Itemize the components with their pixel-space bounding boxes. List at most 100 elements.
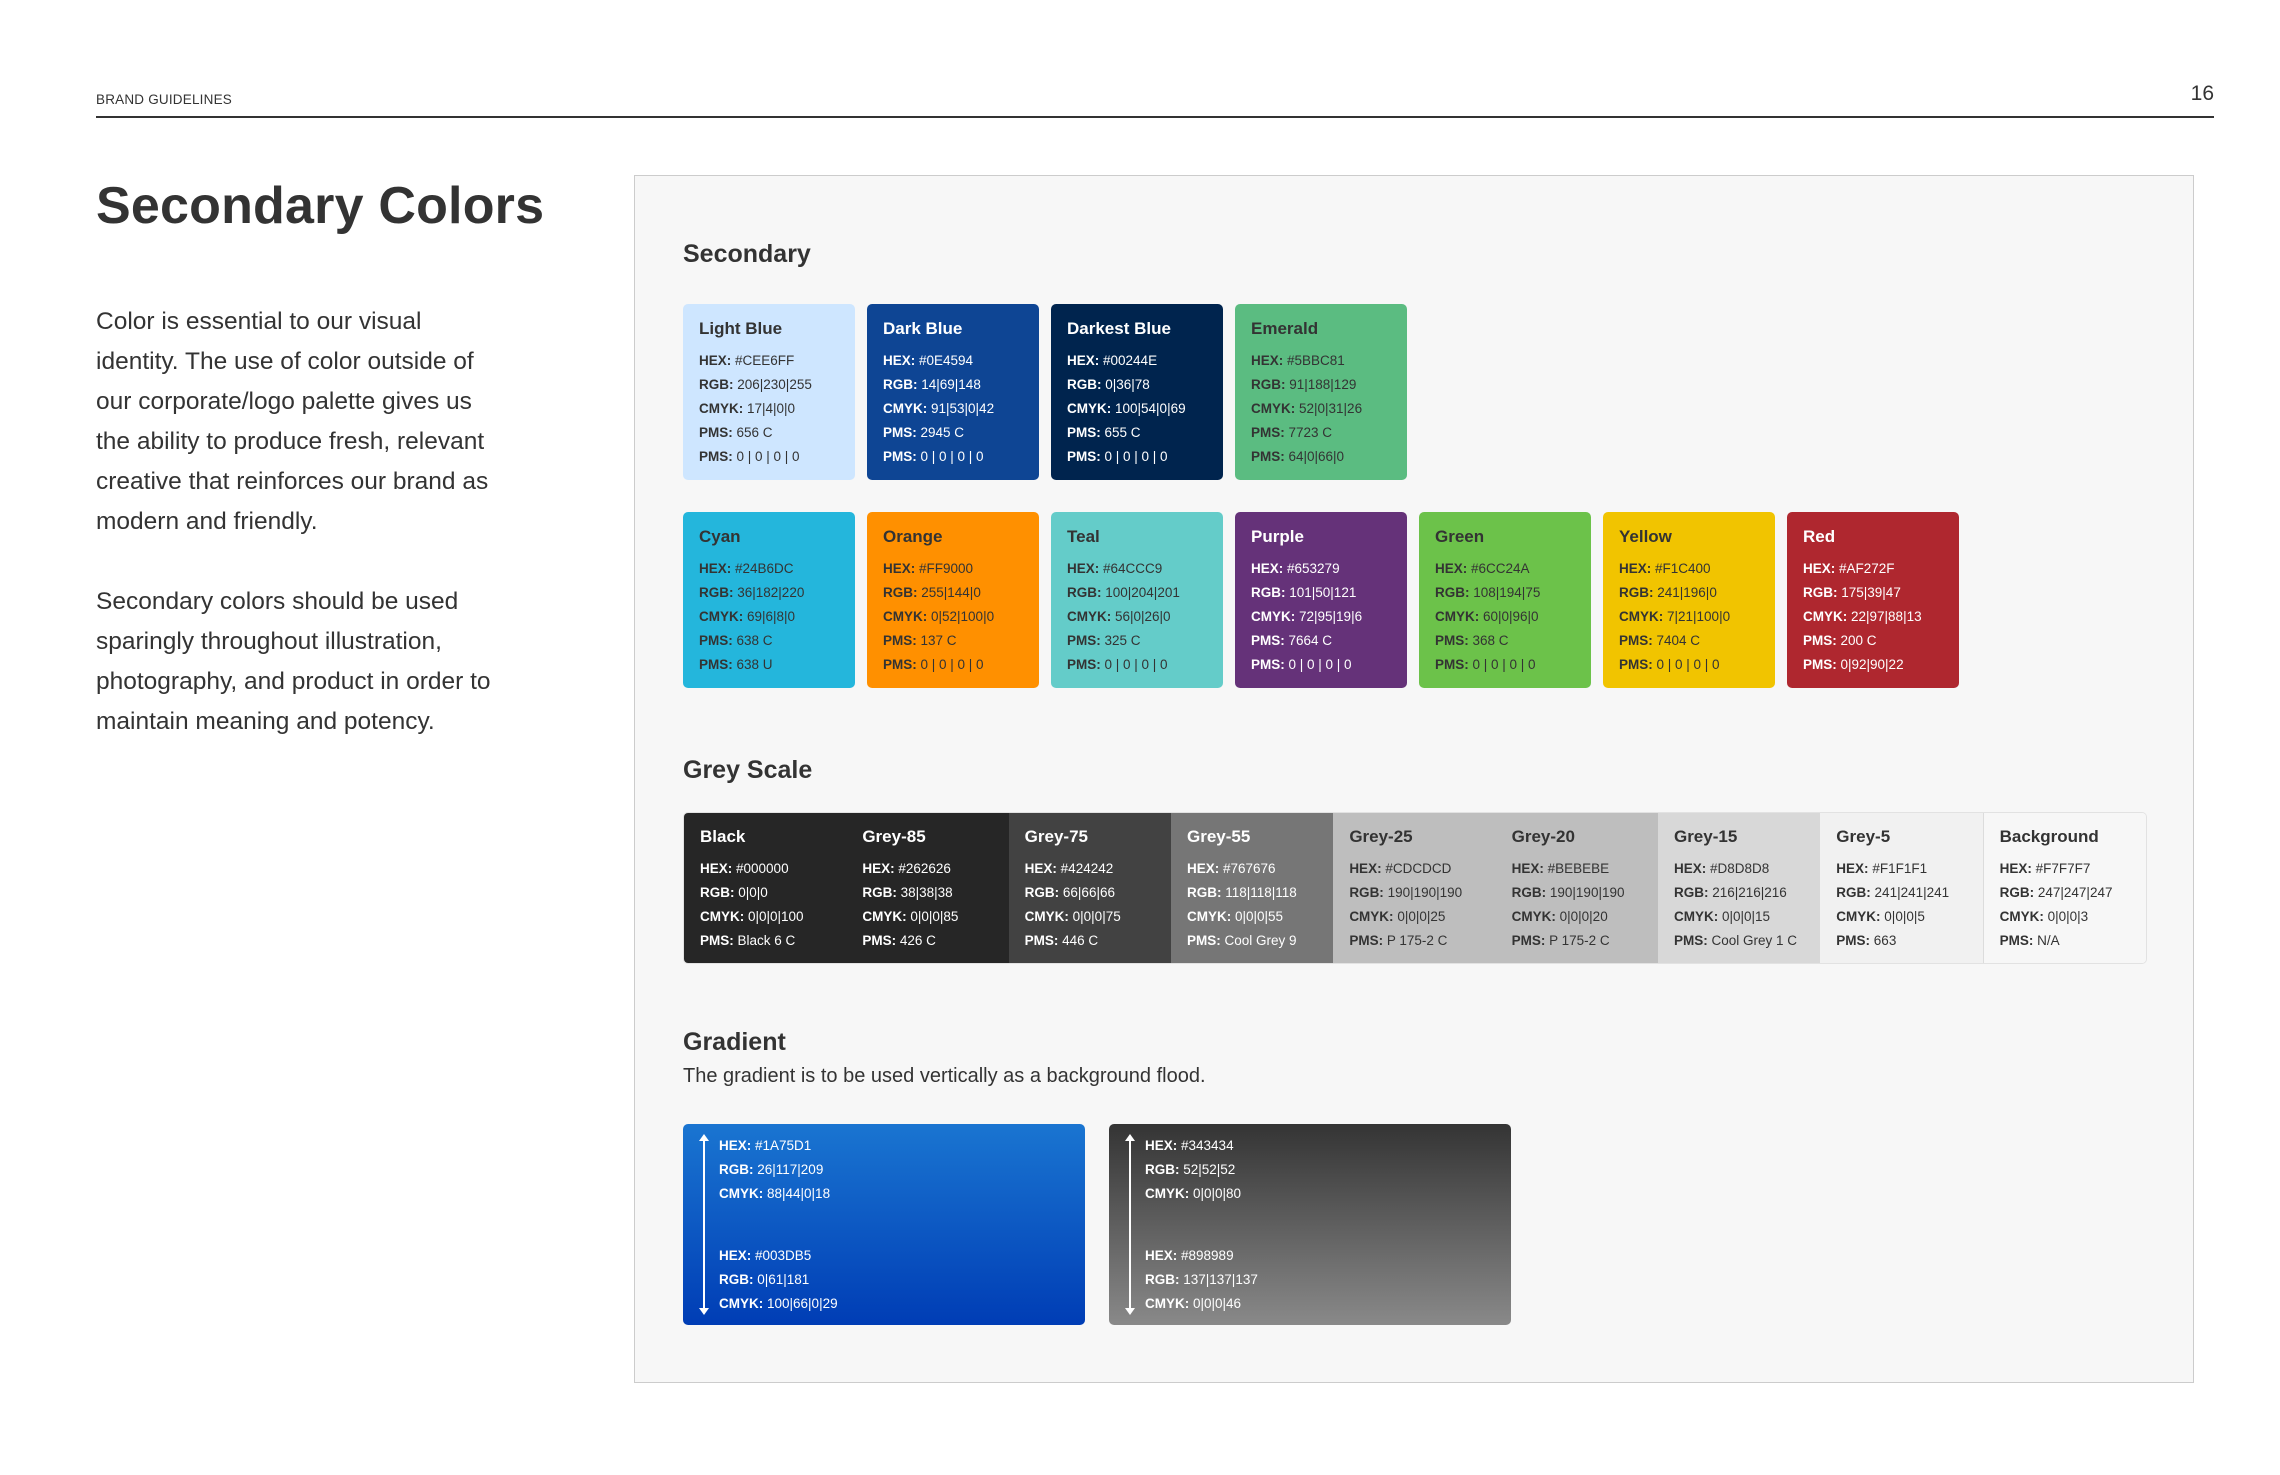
- color-swatch-green: Green HEX: #6CC24A RGB: 108|194|75 CMYK: 60…: [1419, 512, 1591, 688]
- spec-value: 2945 C: [916, 425, 965, 440]
- spec-value: 137 C: [916, 633, 957, 648]
- pms-secondary-value: PMS: 64|0|66|0: [1251, 445, 1391, 469]
- hex-value: HEX: #898989: [1145, 1244, 1258, 1268]
- color-swatch-dark-blue: Dark Blue HEX: #0E4594 RGB: 14|69|148 CMYK:…: [867, 304, 1039, 480]
- pms-secondary-value: PMS: 0|92|90|22: [1803, 653, 1943, 677]
- color-panel: Secondary Light Blue HEX: #CEE6FF RGB: 206…: [634, 175, 2194, 1383]
- spec-label: HEX:: [1145, 1248, 1178, 1263]
- spec-value: 72|95|19|6: [1295, 609, 1363, 624]
- spec-label: PMS:: [1251, 425, 1285, 440]
- rgb-value: RGB: 190|190|190: [1512, 881, 1642, 905]
- spec-label: PMS:: [699, 633, 733, 648]
- color-swatch-purple: Purple HEX: #653279 RGB: 101|50|121 CMYK: 7…: [1235, 512, 1407, 688]
- spec-value: 17|4|0|0: [743, 401, 796, 416]
- spec-value: 52|52|52: [1179, 1162, 1236, 1177]
- spec-label: CMYK:: [719, 1186, 764, 1201]
- spec-label: RGB:: [1511, 885, 1547, 900]
- spec-label: PMS:: [1511, 933, 1546, 948]
- spec-value: #F7F7F7: [2031, 861, 2091, 876]
- spec-label: CMYK:: [1999, 909, 2044, 924]
- spec-label: RGB:: [1836, 885, 1871, 900]
- pms-secondary-value: PMS: 0 | 0 | 0 | 0: [1435, 653, 1575, 677]
- cmyk-value: CMYK: 60|0|96|0: [1435, 605, 1575, 629]
- pms-value: PMS: Black 6 C: [700, 929, 830, 953]
- spec-value: 0|0|0|20: [1555, 909, 1608, 924]
- spec-label: RGB:: [883, 377, 918, 392]
- swatch-name: Grey-25: [1349, 827, 1413, 846]
- spec-label: RGB:: [1145, 1272, 1180, 1287]
- spec-value: #424242: [1056, 861, 1114, 876]
- cmyk-value: CMYK: 88|44|0|18: [719, 1182, 830, 1206]
- pms-value: PMS: 7723 C: [1251, 421, 1391, 445]
- spec-label: PMS:: [1999, 933, 2034, 948]
- gradient-subtitle: The gradient is to be used vertically as…: [683, 1065, 1206, 1087]
- spec-value: #767676: [1219, 861, 1276, 876]
- spec-label: PMS:: [1435, 633, 1469, 648]
- spec-label: CMYK:: [1511, 909, 1556, 924]
- pms-value: PMS: 325 C: [1067, 629, 1207, 653]
- spec-value: 52|0|31|26: [1295, 401, 1363, 416]
- page-number: 16: [2190, 82, 2214, 105]
- spec-label: HEX:: [1803, 561, 1836, 576]
- spec-label: RGB:: [862, 885, 897, 900]
- spec-value: 241|196|0: [1653, 585, 1717, 600]
- spec-label: RGB:: [719, 1162, 754, 1177]
- spec-label: HEX:: [719, 1248, 752, 1263]
- spec-label: HEX:: [699, 353, 732, 368]
- pms-secondary-value: PMS: 0 | 0 | 0 | 0: [883, 653, 1023, 677]
- spec-value: 255|144|0: [917, 585, 981, 600]
- spec-label: CMYK:: [719, 1296, 764, 1311]
- spec-label: RGB:: [700, 885, 735, 900]
- arrow-up-head: [699, 1134, 709, 1141]
- hex-value: HEX: #AF272F: [1803, 557, 1943, 581]
- spec-label: HEX:: [883, 561, 916, 576]
- spec-label: RGB:: [719, 1272, 754, 1287]
- pms-secondary-value: PMS: 0 | 0 | 0 | 0: [883, 445, 1023, 469]
- spec-label: RGB:: [1145, 1162, 1180, 1177]
- spec-label: CMYK:: [1067, 609, 1112, 624]
- cmyk-value: CMYK: 0|0|0|55: [1187, 905, 1317, 929]
- swatch-name: Light Blue: [699, 319, 783, 338]
- hex-value: HEX: #5BBC81: [1251, 349, 1391, 373]
- pms-value: PMS: P 175-2 C: [1349, 929, 1479, 953]
- spec-label: RGB:: [1803, 585, 1838, 600]
- hex-value: HEX: #FF9000: [883, 557, 1023, 581]
- spec-label: HEX:: [1673, 861, 1707, 876]
- spec-label: CMYK:: [1145, 1186, 1190, 1201]
- swatch-name: Grey-15: [1673, 827, 1738, 846]
- vertical-arrow-icon: [1125, 1134, 1135, 1315]
- spec-label: CMYK:: [700, 909, 745, 924]
- spec-value: N/A: [2033, 933, 2060, 948]
- cmyk-value: CMYK: 100|66|0|29: [719, 1292, 838, 1316]
- spec-label: CMYK:: [1186, 909, 1232, 924]
- spec-label: CMYK:: [1836, 909, 1881, 924]
- spec-value: 446 C: [1058, 933, 1099, 948]
- swatch-name: Darkest Blue: [1067, 319, 1171, 338]
- spec-value: #F1C400: [1651, 561, 1711, 576]
- rgb-value: RGB: 14|69|148: [883, 373, 1023, 397]
- grey-swatch-grey-25: Grey-25 HEX: #CDCDCD RGB: 190|190|190 CMYK:…: [1333, 813, 1496, 963]
- spec-label: CMYK:: [1145, 1296, 1190, 1311]
- spec-value: 69|6|8|0: [743, 609, 796, 624]
- arrow-line: [1129, 1138, 1131, 1311]
- swatch-name: Yellow: [1619, 527, 1672, 546]
- spec-value: 64|0|66|0: [1284, 449, 1345, 464]
- grey-swatch-grey-75: Grey-75 HEX: #424242 RGB: 66|66|66 CMYK: 0|…: [1008, 813, 1171, 963]
- spec-label: HEX:: [1435, 561, 1468, 576]
- intro-text: Color is essential to our visual identit…: [96, 302, 506, 782]
- pms-value: PMS: 655 C: [1067, 421, 1207, 445]
- spec-label: PMS:: [1803, 633, 1837, 648]
- spec-value: Cool Grey 9: [1220, 933, 1297, 948]
- pms-secondary-value: PMS: 0 | 0 | 0 | 0: [699, 445, 839, 469]
- gradient-top-values: HEX: #1A75D1 RGB: 26|117|209 CMYK: 88|44|0…: [719, 1134, 830, 1206]
- spec-label: PMS:: [699, 425, 733, 440]
- grey-swatch-grey-5: Grey-5 HEX: #F1F1F1 RGB: 241|241|241 CMYK: …: [1820, 813, 1983, 963]
- spec-label: RGB:: [699, 377, 734, 392]
- spec-value: 663: [1870, 933, 1897, 948]
- spec-label: PMS:: [1619, 633, 1653, 648]
- rgb-value: RGB: 118|118|118: [1187, 881, 1317, 905]
- grey-swatch-grey-55: Grey-55 HEX: #767676 RGB: 118|118|118 CMYK:…: [1170, 813, 1334, 963]
- hex-value: HEX: #CDCDCD: [1349, 857, 1479, 881]
- spec-label: HEX:: [1251, 353, 1284, 368]
- spec-label: CMYK:: [1803, 609, 1848, 624]
